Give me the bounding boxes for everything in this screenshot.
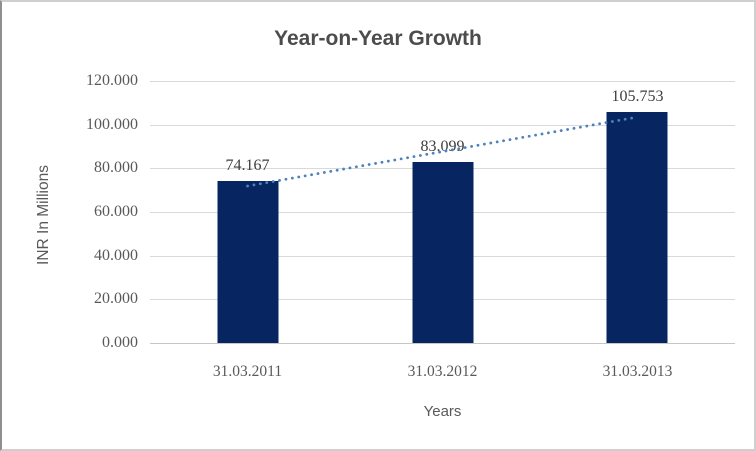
bar-group-2013: 105.753	[606, 81, 668, 343]
y-axis-tick-labels: 120.000 100.000 80.000 60.000 40.000 20.…	[2, 72, 138, 351]
bar-2013	[606, 112, 668, 343]
x-tick-label: 31.03.2013	[602, 363, 673, 380]
y-tick-label: 20.000	[94, 290, 138, 308]
plot-area: 74.167 83.099 105.753	[150, 81, 735, 344]
y-tick-label: 80.000	[94, 159, 138, 177]
y-tick-label: 60.000	[94, 203, 138, 220]
bar-value-label: 83.099	[420, 137, 465, 155]
gridline	[150, 81, 735, 82]
y-tick-label: 120.000	[86, 72, 138, 89]
y-tick-label: 100.000	[86, 115, 138, 133]
x-axis-line	[150, 343, 735, 344]
x-axis-title: Years	[423, 403, 462, 420]
y-tick-label: 40.000	[94, 246, 138, 264]
x-tick-label: 31.03.2011	[212, 363, 283, 380]
x-tick-label: 31.03.2012	[407, 363, 478, 380]
chart-title: Year-on-Year Growth	[274, 27, 482, 50]
bar-2011	[217, 181, 278, 343]
y-tick-label: 0.000	[102, 334, 138, 351]
bar-value-label: 105.753	[611, 88, 664, 106]
bar-group-2011: 74.167	[217, 81, 278, 343]
bar-group-2012: 83.099	[412, 81, 473, 343]
x-axis-tick-labels: 31.03.2011 31.03.2012 31.03.2013	[150, 363, 735, 383]
bar-2012	[412, 161, 473, 343]
bar-value-label: 74.167	[225, 157, 270, 175]
